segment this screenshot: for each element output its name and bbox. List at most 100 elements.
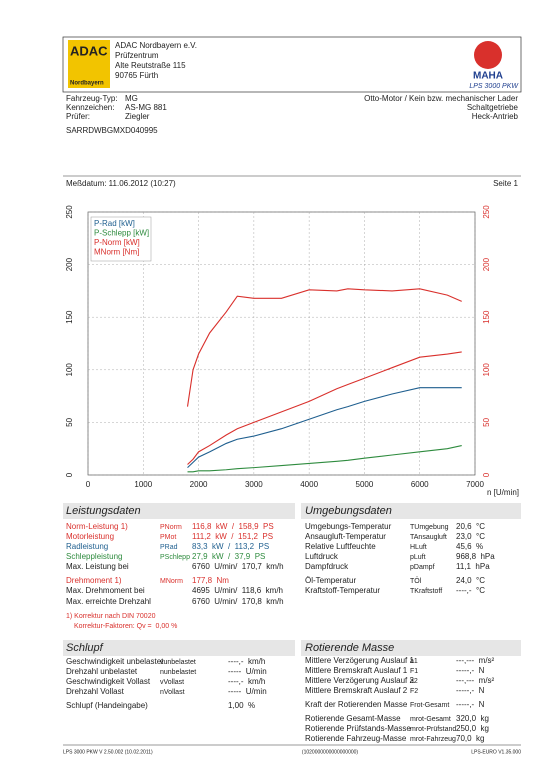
x-tick-label: 1000: [134, 480, 152, 489]
row-symbol: a1: [410, 658, 418, 665]
row-label: Rotierende Fahrzeug-Masse: [305, 734, 407, 743]
brand: MAHA: [473, 71, 503, 82]
row-label: Drehmoment 1): [66, 576, 122, 585]
address-line: ADAC Nordbayern e.V.: [115, 41, 197, 50]
section-title: Leistungsdaten: [66, 505, 141, 517]
row-value: 83,3 kW / 113,2 PS: [192, 542, 269, 551]
row-symbol: TÖl: [410, 577, 422, 585]
row-value: 177,8 Nm: [192, 576, 229, 585]
row-value: 4695 U/min/ 118,6 km/h: [192, 586, 283, 595]
address-line: 90765 Fürth: [115, 71, 158, 80]
row-label: Kraft der Rotierenden Masse: [305, 700, 408, 709]
y-tick-label: 0: [65, 472, 74, 477]
note: 1) Korrektur nach DIN 70020: [66, 613, 156, 620]
row-label: Norm-Leistung 1): [66, 522, 128, 531]
row-label: Max. erreichte Drehzahl: [66, 597, 151, 606]
row-symbol: PSchlepp: [160, 554, 190, 561]
x-tick-label: 0: [86, 480, 91, 489]
row-symbol: pDampf: [410, 564, 435, 571]
row-symbol: mrot-Fahrzeug: [410, 736, 456, 743]
row-value: ----,- °C: [456, 586, 485, 595]
section-title: Schlupf: [66, 642, 104, 654]
product: LPS 3000 PKW: [469, 83, 519, 90]
row-label: Luftdruck: [305, 552, 339, 561]
row-value: 27,9 kW / 37,9 PS: [192, 552, 265, 561]
row-value: 70,0 kg: [456, 734, 484, 743]
y2-tick-label: 250: [482, 205, 491, 219]
address-line: Alte Reutstraße 115: [115, 61, 186, 70]
vehicle-value: MG: [125, 94, 138, 103]
series-line: [186, 288, 462, 407]
series-line: [187, 351, 462, 465]
row-value: 24,0 °C: [456, 576, 485, 585]
row-label: Radleistung: [66, 542, 108, 551]
note: Korrektur-Faktoren: Qv = 0,00 %: [74, 623, 177, 630]
x-tick-label: 6000: [411, 480, 429, 489]
row-value: 968,8 hPa: [456, 552, 495, 561]
y-tick-label: 150: [65, 310, 74, 324]
row-value: 20,6 °C: [456, 522, 485, 531]
section-bar: [63, 640, 295, 656]
x-axis-label: n [U/min]: [487, 488, 519, 497]
row-value: -----,- N: [456, 700, 485, 709]
y2-tick-label: 50: [482, 417, 491, 426]
row-label: Motorleistung: [66, 532, 114, 541]
row-label: Max. Drehmoment bei: [66, 586, 145, 595]
row-symbol: mrot-Gesamt: [410, 716, 451, 723]
row-value: ----,- km/h: [228, 677, 265, 686]
section-bar: [301, 640, 521, 656]
row-value: -----,- N: [456, 666, 485, 675]
row-symbol: pLuft: [410, 554, 426, 561]
footer-text: LPS 3000 PKW V 2.50.002 (10.02.2011): [63, 749, 153, 755]
row-value: 45,6 %: [456, 542, 483, 551]
vehicle-info: Schaltgetriebe: [467, 103, 519, 112]
row-value: 320,0 kg: [456, 714, 489, 723]
row-symbol: vVollast: [160, 679, 184, 686]
legend-box: [90, 216, 152, 262]
row-symbol: a2: [410, 678, 418, 685]
row-value: 11,1 hPa: [456, 562, 490, 571]
row-label: Mittlere Bremskraft Auslauf 2: [305, 686, 408, 695]
vehicle-value: AS-MG 881: [125, 103, 167, 112]
x-tick-label: 4000: [300, 480, 318, 489]
row-symbol: vunbelastet: [160, 659, 196, 666]
row-label: Ansaugluft-Temperatur: [305, 532, 386, 541]
vin: SARRDWBGMXD040995: [66, 126, 158, 135]
vehicle-info: Heck-Antrieb: [472, 112, 519, 121]
row-value: -----,- N: [456, 686, 485, 695]
vehicle-label: Fahrzeug-Typ:: [66, 94, 118, 103]
row-symbol: F1: [410, 668, 418, 675]
row-value: ---,--- m/s²: [456, 656, 495, 665]
row-symbol: PMot: [160, 534, 176, 541]
y2-tick-label: 0: [482, 472, 491, 477]
address-line: Prüfzentrum: [115, 51, 159, 60]
row-label: Geschwindigkeit unbelastet: [66, 657, 164, 666]
y2-tick-label: 100: [482, 363, 491, 377]
maha-emblem: [474, 41, 502, 69]
series-line: [187, 387, 462, 469]
row-label: Schlupf (Handeingabe): [66, 701, 148, 710]
y-tick-label: 200: [65, 257, 74, 271]
row-value: 250,0 kg: [456, 724, 489, 733]
row-value: ----- U/min: [228, 667, 267, 676]
legend-entry: MNorm [Nm]: [94, 248, 139, 257]
row-symbol: TUmgebung: [410, 524, 449, 531]
row-label: Max. Leistung bei: [66, 562, 129, 571]
section-title: Rotierende Masse: [305, 642, 394, 654]
y-tick-label: 100: [65, 363, 74, 377]
legend-entry: P-Rad [kW]: [94, 219, 135, 228]
vehicle-label: Prüfer:: [66, 112, 90, 121]
legend-entry: P-Norm [kW]: [94, 238, 140, 247]
row-label: Geschwindigkeit Vollast: [66, 677, 151, 686]
adac-logo: [68, 40, 110, 88]
vehicle-info: Otto-Motor / Kein bzw. mechanischer Lade…: [364, 94, 518, 103]
row-value: 111,2 kW / 151,2 PS: [192, 532, 273, 541]
vehicle-label: Kennzeichen:: [66, 103, 114, 112]
legend-entry: P-Schlepp [kW]: [94, 229, 149, 238]
row-label: Kraftstoff-Temperatur: [305, 586, 380, 595]
measure-date: Meßdatum: 11.06.2012 (10:27): [66, 179, 176, 188]
y2-tick-label: 150: [482, 310, 491, 324]
row-symbol: HLuft: [410, 544, 427, 551]
row-label: Relative Luftfeuchte: [305, 542, 376, 551]
